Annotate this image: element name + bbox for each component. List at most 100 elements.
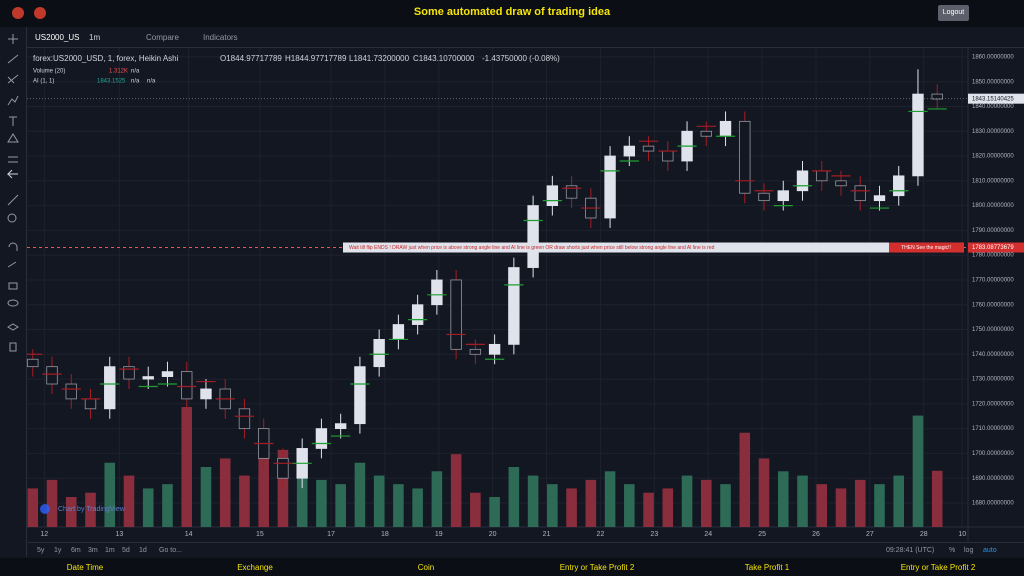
x-tick-label: 25 <box>758 531 766 538</box>
x-tick-label: 14 <box>185 531 193 538</box>
volume-bar <box>181 407 193 527</box>
volume-bar <box>104 462 116 527</box>
level-label: 1783.08773679 <box>972 245 1014 251</box>
candle-body <box>46 366 58 385</box>
candle-body <box>931 93 943 100</box>
volume-bar <box>489 497 500 527</box>
y-tick-label: 1810.00000000 <box>972 178 1014 184</box>
volume-bar <box>816 484 828 527</box>
x-tick-label: 10 <box>958 531 966 538</box>
range-button[interactable]: 5d <box>122 547 130 554</box>
compare[interactable]: Compare <box>146 33 179 42</box>
x-tick-label: 20 <box>489 531 497 538</box>
candle-body <box>893 175 905 197</box>
volume-bar <box>123 475 135 527</box>
ai-na: n/a <box>147 79 156 85</box>
indicators[interactable]: Indicators <box>203 33 238 42</box>
volume-na: n/a <box>131 69 140 75</box>
y-tick-label: 1800.00000000 <box>972 203 1014 209</box>
candle-body <box>161 371 174 377</box>
candle-body <box>373 339 385 368</box>
volume-bar <box>200 467 212 527</box>
range-button[interactable]: 1y <box>54 547 62 554</box>
watermark-icon <box>40 504 50 514</box>
y-tick-label: 1690.00000000 <box>972 476 1014 482</box>
legend-high: H1844.97717789 <box>285 54 347 63</box>
volume-bar <box>874 484 885 527</box>
candle-body <box>277 457 289 479</box>
tool-icons <box>6 34 19 352</box>
last-price-tag <box>968 93 1024 104</box>
candle-body <box>315 428 328 449</box>
volume-bar <box>720 484 731 527</box>
banner-background <box>343 242 964 253</box>
range-button[interactable]: 6m <box>71 547 81 554</box>
candle-body <box>758 192 770 202</box>
drawing-tools <box>0 27 27 557</box>
candle-body <box>488 343 501 355</box>
x-tick-label: 15 <box>256 531 264 538</box>
x-tick-label: 24 <box>704 531 712 538</box>
legend-open: O1844.97717789 <box>220 54 282 63</box>
candle-body <box>854 185 866 202</box>
range-button[interactable]: 3m <box>88 547 98 554</box>
candle-body <box>123 366 135 380</box>
candle-body <box>84 398 97 410</box>
range-bar: 09:28:41 (UTC) % log auto 5y 1y 6m 3m 1m 5d 1d… <box>28 542 1024 559</box>
top-bar: Some automated draw of trading idea Logo… <box>0 0 1024 27</box>
range-button[interactable]: 1d <box>139 547 147 554</box>
candle-body <box>912 93 924 177</box>
volume-bar <box>470 492 481 527</box>
volume-bar <box>797 475 808 527</box>
interval[interactable]: 1m <box>89 33 101 42</box>
level-tag <box>968 242 1024 253</box>
x-tick-label: 13 <box>115 531 123 538</box>
volume-bar <box>777 471 789 527</box>
candle-body <box>527 205 539 268</box>
candle-body <box>200 388 212 400</box>
candle-body <box>238 408 251 430</box>
volume-bar <box>162 484 173 527</box>
chart: Wait till flip ENDS ! DRAW just when pri… <box>27 48 1024 542</box>
candle-body <box>739 120 751 194</box>
candle-body <box>873 195 886 202</box>
volume-bar <box>547 484 558 527</box>
volume-bar <box>585 479 597 527</box>
range-button[interactable]: 5y <box>37 547 45 554</box>
y-tick-label: 1850.00000000 <box>972 79 1014 85</box>
volume-bar <box>604 471 616 527</box>
range-button[interactable]: 1m <box>105 547 115 554</box>
logout-button[interactable]: Logout <box>938 5 969 21</box>
ai-legend: AI (1, 1) <box>33 79 54 85</box>
volume-bar <box>527 475 539 527</box>
volume-bar <box>65 497 77 527</box>
percent-toggle[interactable]: % <box>949 547 956 554</box>
candle-body <box>777 190 789 202</box>
volume-bar <box>931 470 943 527</box>
volume-bar <box>566 488 577 527</box>
auto-toggle[interactable]: auto <box>983 547 997 554</box>
footer-label: Entry or Take Profit 2 <box>559 563 635 572</box>
banner-end-text: THEN See the magic!! <box>901 245 951 251</box>
volume-bar <box>758 458 770 527</box>
y-tick-label: 1710.00000000 <box>972 426 1014 432</box>
volume-bar <box>85 492 96 527</box>
candle-body <box>796 170 809 192</box>
goto-button[interactable]: Go to... <box>159 547 182 554</box>
symbol[interactable]: US2000_US <box>35 33 80 42</box>
footer-label: Take Profit 1 <box>744 563 790 572</box>
y-tick-label: 1680.00000000 <box>972 501 1014 507</box>
banner-end-background <box>889 242 964 253</box>
footer-label: Date Time <box>66 563 104 572</box>
volume-bar <box>316 479 327 527</box>
footer-label: Exchange <box>237 563 273 572</box>
volume-bar <box>335 484 346 527</box>
volume-bar <box>662 488 674 527</box>
volume-bar <box>258 441 269 527</box>
candle-body <box>604 155 616 219</box>
banner-text: Wait till flip ENDS ! DRAW just when pri… <box>349 245 715 251</box>
log-toggle[interactable]: log <box>964 547 974 554</box>
candle-body <box>142 376 154 380</box>
volume-bar <box>450 454 462 527</box>
